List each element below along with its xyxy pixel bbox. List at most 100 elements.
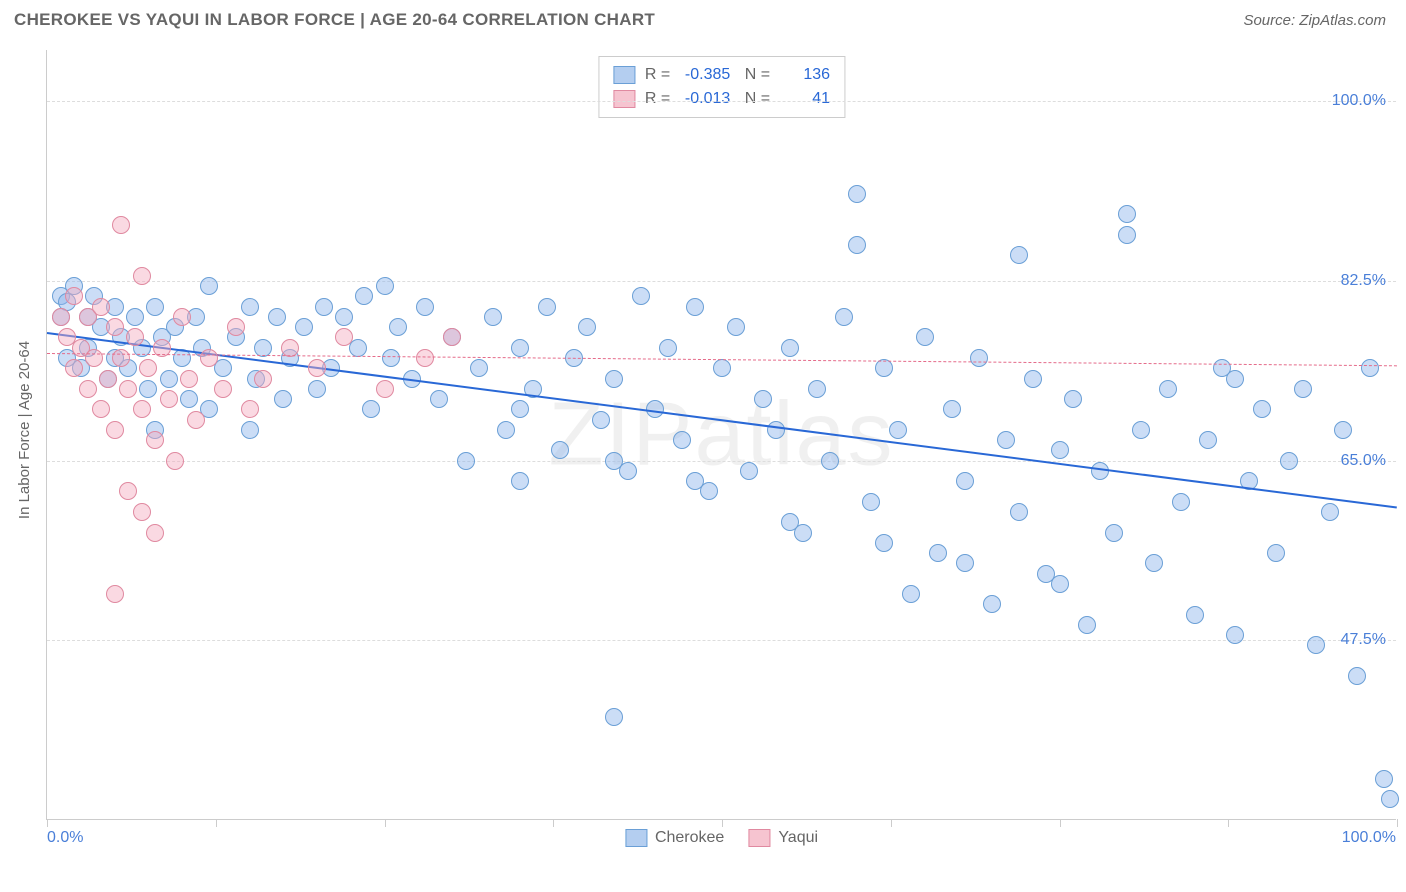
data-point-cherokee	[1186, 606, 1204, 624]
x-tick	[722, 819, 723, 827]
data-point-yaqui	[308, 359, 326, 377]
data-point-cherokee	[875, 359, 893, 377]
data-point-cherokee	[1267, 544, 1285, 562]
data-point-yaqui	[443, 328, 461, 346]
data-point-cherokee	[1105, 524, 1123, 542]
data-point-cherokee	[632, 287, 650, 305]
gridline	[47, 640, 1396, 641]
x-tick	[47, 819, 48, 827]
chart-title: CHEROKEE VS YAQUI IN LABOR FORCE | AGE 2…	[14, 10, 655, 30]
data-point-cherokee	[1226, 370, 1244, 388]
data-point-cherokee	[754, 390, 772, 408]
data-point-yaqui	[173, 308, 191, 326]
data-point-cherokee	[1294, 380, 1312, 398]
x-tick	[216, 819, 217, 827]
yaqui-swatch	[613, 90, 635, 108]
data-point-cherokee	[146, 298, 164, 316]
data-point-cherokee	[308, 380, 326, 398]
data-point-yaqui	[126, 328, 144, 346]
x-tick	[1397, 819, 1398, 827]
data-point-cherokee	[1010, 246, 1028, 264]
data-point-yaqui	[214, 380, 232, 398]
data-point-cherokee	[457, 452, 475, 470]
data-point-cherokee	[1078, 616, 1096, 634]
data-point-cherokee	[781, 339, 799, 357]
data-point-yaqui	[106, 585, 124, 603]
data-point-yaqui	[335, 328, 353, 346]
data-point-cherokee	[821, 452, 839, 470]
data-point-cherokee	[808, 380, 826, 398]
data-point-cherokee	[470, 359, 488, 377]
data-point-cherokee	[126, 308, 144, 326]
data-point-cherokee	[862, 493, 880, 511]
data-point-yaqui	[133, 503, 151, 521]
data-point-cherokee	[1051, 575, 1069, 593]
data-point-cherokee	[848, 236, 866, 254]
data-point-cherokee	[997, 431, 1015, 449]
x-tick	[891, 819, 892, 827]
scatter-chart: ZIPatlas R = -0.385 N = 136 R = -0.013 N…	[46, 50, 1396, 820]
data-point-cherokee	[1064, 390, 1082, 408]
data-point-cherokee	[274, 390, 292, 408]
data-point-cherokee	[1253, 400, 1271, 418]
data-point-cherokee	[241, 421, 259, 439]
legend-row-cherokee: R = -0.385 N = 136	[613, 63, 830, 87]
yaqui-n-value: 41	[780, 87, 830, 111]
cherokee-swatch	[613, 66, 635, 84]
data-point-cherokee	[835, 308, 853, 326]
data-point-cherokee	[200, 277, 218, 295]
data-point-cherokee	[1348, 667, 1366, 685]
data-point-cherokee	[686, 298, 704, 316]
data-point-cherokee	[713, 359, 731, 377]
data-point-cherokee	[1361, 359, 1379, 377]
y-tick-label: 100.0%	[1332, 92, 1386, 110]
data-point-cherokee	[376, 277, 394, 295]
data-point-yaqui	[112, 216, 130, 234]
x-axis-max-label: 100.0%	[1342, 829, 1396, 847]
data-point-cherokee	[241, 298, 259, 316]
gridline	[47, 461, 1396, 462]
data-point-cherokee	[1159, 380, 1177, 398]
x-axis-min-label: 0.0%	[47, 829, 83, 847]
data-point-cherokee	[160, 370, 178, 388]
data-point-cherokee	[929, 544, 947, 562]
data-point-cherokee	[335, 308, 353, 326]
data-point-yaqui	[281, 339, 299, 357]
yaqui-label: Yaqui	[778, 829, 818, 847]
data-point-cherokee	[1226, 626, 1244, 644]
data-point-cherokee	[511, 339, 529, 357]
data-point-cherokee	[268, 308, 286, 326]
data-point-cherokee	[1145, 554, 1163, 572]
data-point-cherokee	[315, 298, 333, 316]
data-point-cherokee	[416, 298, 434, 316]
data-point-cherokee	[943, 400, 961, 418]
data-point-yaqui	[376, 380, 394, 398]
x-tick	[385, 819, 386, 827]
correlation-legend: R = -0.385 N = 136 R = -0.013 N = 41	[598, 56, 845, 118]
data-point-cherokee	[389, 318, 407, 336]
data-point-yaqui	[52, 308, 70, 326]
data-point-cherokee	[956, 554, 974, 572]
data-point-cherokee	[740, 462, 758, 480]
data-point-cherokee	[430, 390, 448, 408]
data-point-cherokee	[970, 349, 988, 367]
data-point-yaqui	[106, 318, 124, 336]
data-point-yaqui	[166, 452, 184, 470]
data-point-cherokee	[1118, 226, 1136, 244]
y-tick-label: 47.5%	[1341, 631, 1386, 649]
data-point-yaqui	[160, 390, 178, 408]
data-point-cherokee	[1307, 636, 1325, 654]
data-point-cherokee	[551, 441, 569, 459]
legend-item-yaqui: Yaqui	[748, 829, 818, 847]
data-point-yaqui	[139, 359, 157, 377]
data-point-cherokee	[1199, 431, 1217, 449]
data-point-yaqui	[241, 400, 259, 418]
data-point-yaqui	[92, 298, 110, 316]
data-point-cherokee	[511, 400, 529, 418]
data-point-cherokee	[538, 298, 556, 316]
data-point-cherokee	[295, 318, 313, 336]
data-point-yaqui	[106, 421, 124, 439]
yaqui-swatch-bottom	[748, 829, 770, 847]
yaqui-r-value: -0.013	[680, 87, 730, 111]
y-tick-label: 65.0%	[1341, 452, 1386, 470]
